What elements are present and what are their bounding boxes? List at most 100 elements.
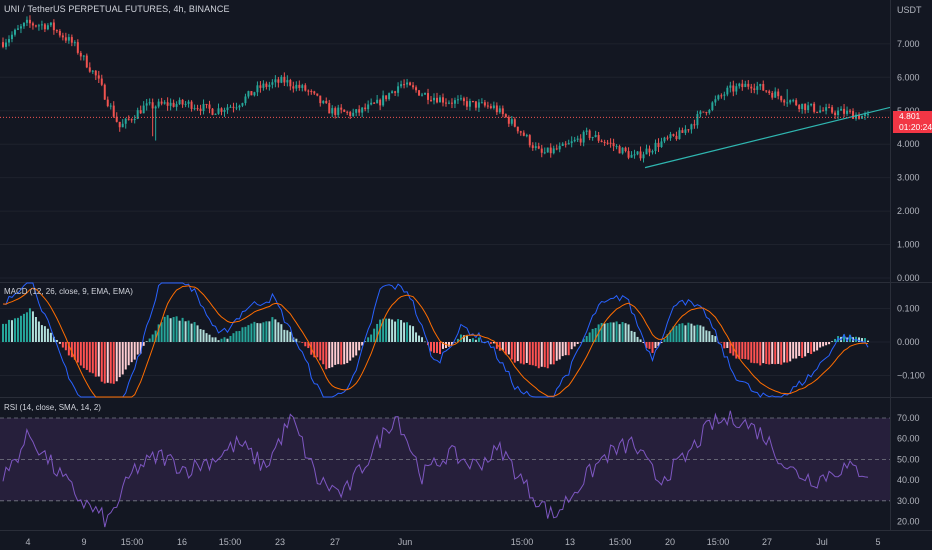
candle-body[interactable]	[744, 83, 747, 88]
candle-body[interactable]	[483, 102, 486, 106]
candle-body[interactable]	[630, 154, 633, 158]
candle-body[interactable]	[151, 102, 154, 109]
candle-body[interactable]	[31, 23, 34, 26]
candle-body[interactable]	[217, 108, 220, 114]
candle-body[interactable]	[37, 25, 40, 27]
candle-body[interactable]	[55, 30, 58, 32]
candle-body[interactable]	[250, 91, 253, 96]
candle-body[interactable]	[403, 84, 406, 86]
candle-body[interactable]	[382, 95, 385, 106]
candle-body[interactable]	[657, 142, 660, 148]
candle-body[interactable]	[220, 108, 223, 112]
candle-body[interactable]	[280, 76, 283, 83]
candle-body[interactable]	[124, 118, 127, 124]
candle-body[interactable]	[849, 110, 852, 112]
candle-body[interactable]	[373, 102, 376, 104]
candle-body[interactable]	[202, 104, 205, 112]
candle-body[interactable]	[46, 25, 49, 30]
candle-body[interactable]	[388, 93, 391, 100]
candle-body[interactable]	[211, 108, 214, 115]
candle-body[interactable]	[196, 108, 199, 110]
candle-body[interactable]	[591, 137, 594, 139]
candle-body[interactable]	[352, 112, 355, 116]
candle-body[interactable]	[103, 84, 106, 100]
candle-body[interactable]	[70, 37, 73, 43]
candle-body[interactable]	[705, 112, 708, 114]
candle-body[interactable]	[274, 79, 277, 83]
candle-body[interactable]	[807, 105, 810, 111]
candle-body[interactable]	[433, 97, 436, 101]
candle-body[interactable]	[696, 114, 699, 126]
candle-body[interactable]	[361, 107, 364, 113]
candle-body[interactable]	[579, 138, 582, 143]
candle-body[interactable]	[370, 102, 373, 105]
candle-body[interactable]	[501, 108, 504, 115]
candle-body[interactable]	[804, 103, 807, 111]
candle-body[interactable]	[91, 70, 94, 72]
candle-body[interactable]	[205, 104, 208, 106]
candle-body[interactable]	[364, 107, 367, 110]
candle-body[interactable]	[846, 110, 849, 114]
candle-body[interactable]	[193, 108, 196, 110]
candle-body[interactable]	[160, 101, 163, 104]
candle-body[interactable]	[415, 87, 418, 91]
candle-body[interactable]	[73, 42, 76, 44]
candle-body[interactable]	[810, 103, 813, 106]
candle-body[interactable]	[612, 142, 615, 147]
candle-body[interactable]	[346, 111, 349, 113]
candle-body[interactable]	[618, 146, 621, 154]
candle-body[interactable]	[181, 99, 184, 105]
candle-body[interactable]	[7, 39, 10, 43]
candle-body[interactable]	[19, 26, 22, 29]
candle-body[interactable]	[654, 142, 657, 151]
candle-body[interactable]	[112, 105, 115, 117]
candle-body[interactable]	[67, 37, 70, 41]
candle-body[interactable]	[379, 99, 382, 106]
candle-body[interactable]	[400, 84, 403, 87]
candle-body[interactable]	[307, 90, 310, 92]
candle-body[interactable]	[600, 140, 603, 142]
candle-body[interactable]	[349, 112, 352, 116]
candle-body[interactable]	[2, 42, 4, 47]
candle-body[interactable]	[723, 94, 726, 96]
candle-body[interactable]	[636, 151, 639, 155]
candle-body[interactable]	[94, 70, 97, 76]
candle-body[interactable]	[358, 109, 361, 113]
candle-body[interactable]	[663, 137, 666, 142]
candle-body[interactable]	[798, 105, 801, 110]
candle-body[interactable]	[513, 119, 516, 127]
candle-body[interactable]	[480, 102, 483, 104]
candle-body[interactable]	[453, 100, 456, 104]
candle-body[interactable]	[822, 110, 825, 112]
candle-body[interactable]	[199, 108, 202, 112]
candle-body[interactable]	[97, 75, 100, 79]
candle-body[interactable]	[142, 105, 145, 114]
candle-body[interactable]	[633, 154, 636, 156]
candle-body[interactable]	[582, 131, 585, 143]
price-axis[interactable]: 0.000 1.000 2.000 3.000 4.000 5.000 6.000 7.000…	[897, 5, 925, 527]
price-pane[interactable]	[0, 15, 891, 169]
candle-body[interactable]	[777, 91, 780, 97]
candle-body[interactable]	[436, 97, 438, 103]
candle-body[interactable]	[187, 101, 190, 104]
candle-body[interactable]	[154, 106, 157, 109]
candle-body[interactable]	[316, 93, 319, 96]
candle-body[interactable]	[774, 91, 777, 98]
candle-body[interactable]	[325, 100, 328, 104]
candle-body[interactable]	[178, 99, 181, 105]
candle-body[interactable]	[175, 104, 178, 107]
candle-body[interactable]	[825, 107, 828, 111]
candle-body[interactable]	[118, 121, 121, 128]
candle-body[interactable]	[648, 148, 651, 153]
candle-body[interactable]	[708, 110, 711, 113]
candle-body[interactable]	[229, 106, 232, 108]
candle-body[interactable]	[465, 101, 468, 107]
candle-body[interactable]	[438, 97, 441, 103]
candle-body[interactable]	[714, 99, 717, 103]
candle-body[interactable]	[543, 152, 546, 154]
candle-body[interactable]	[540, 148, 543, 153]
candle-body[interactable]	[726, 87, 729, 95]
candle-body[interactable]	[597, 135, 600, 141]
candle-body[interactable]	[525, 135, 528, 137]
candle-body[interactable]	[100, 78, 103, 85]
